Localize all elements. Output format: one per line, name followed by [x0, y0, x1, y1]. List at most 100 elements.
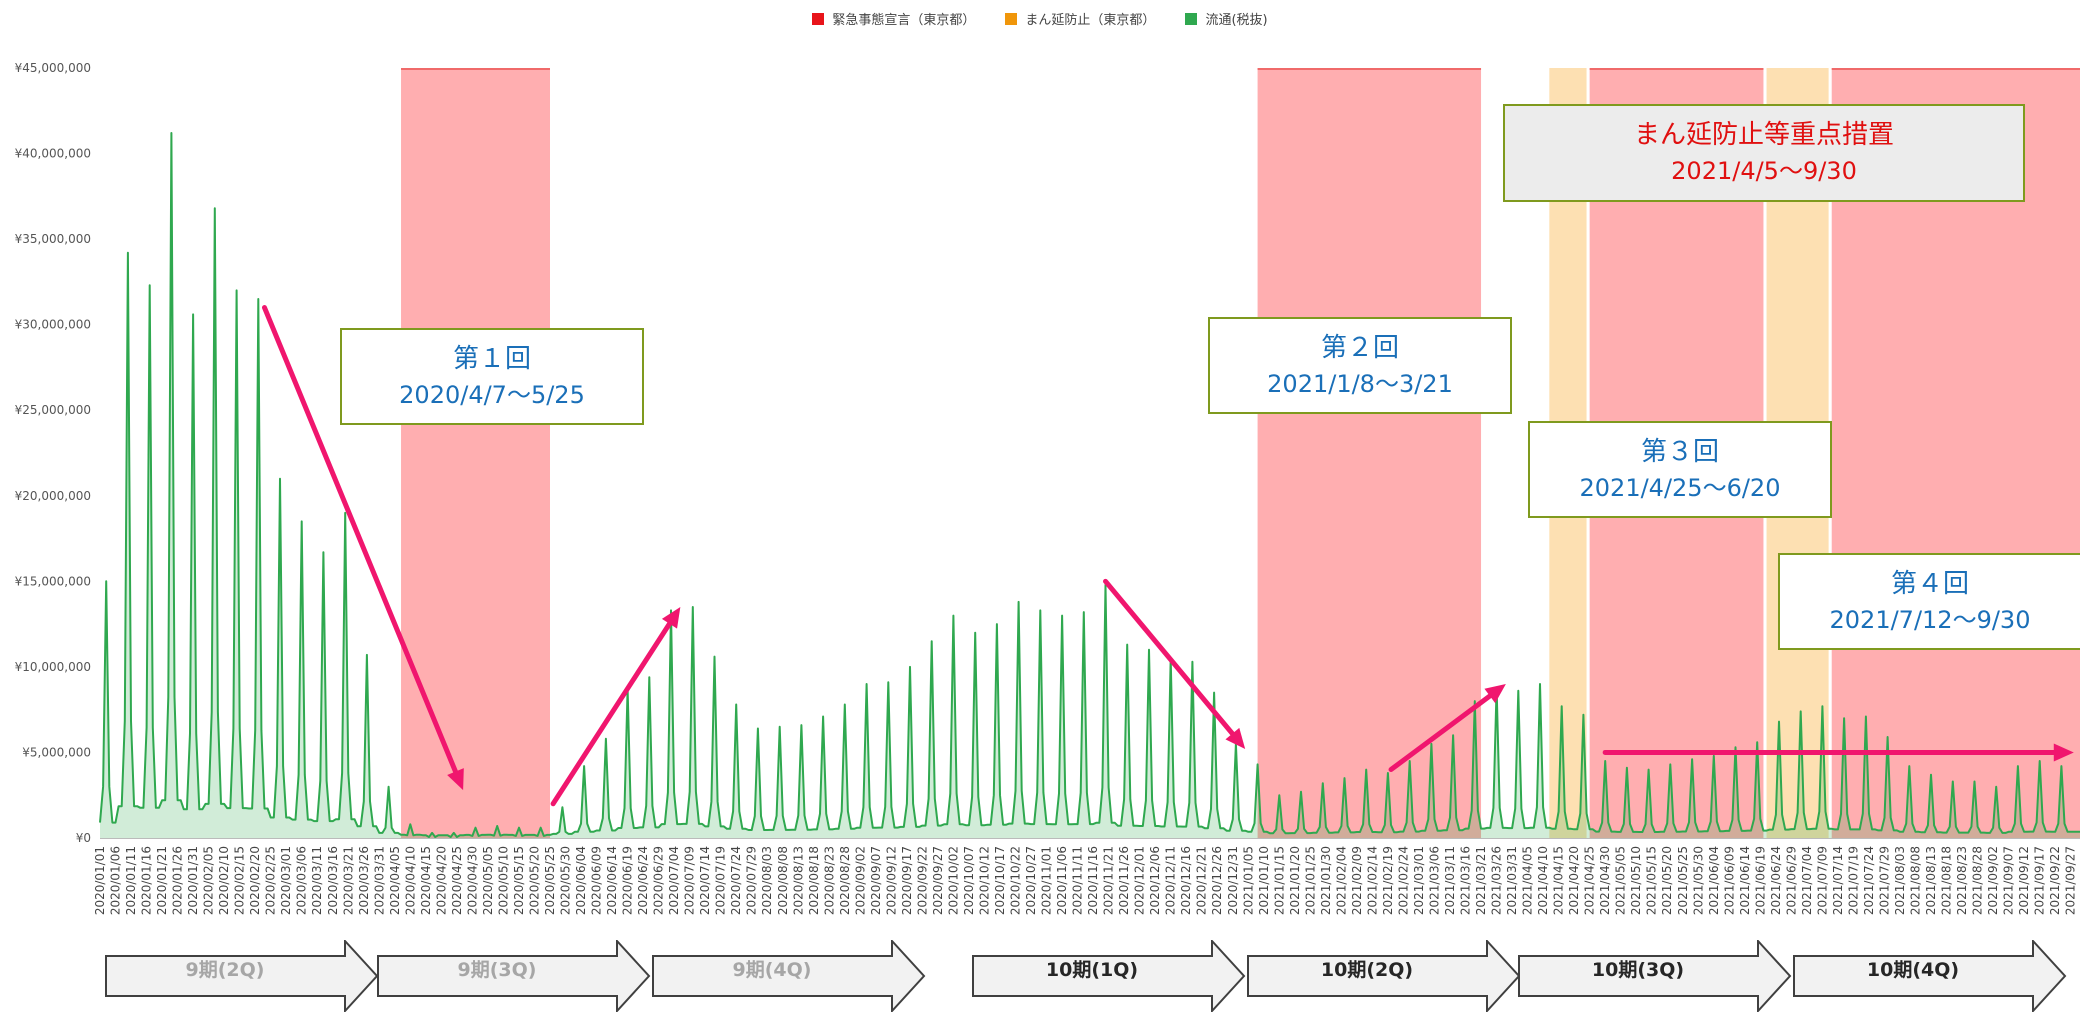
period-label: 9期(3Q)	[457, 959, 537, 981]
x-tick-label: 2021/05/20	[1660, 846, 1674, 915]
x-tick-label: 2021/01/05	[1241, 846, 1255, 915]
x-tick-label: 2020/10/07	[962, 846, 976, 915]
x-tick-label: 2020/10/27	[1024, 846, 1038, 915]
x-tick-label: 2021/09/22	[2048, 846, 2062, 915]
x-tick-label: 2020/06/29	[652, 846, 666, 915]
x-tick-label: 2021/09/07	[2002, 846, 2016, 915]
legend-label-quasi-emergency: まん延防止（東京都）	[1025, 13, 1156, 28]
x-tick-label: 2020/08/28	[838, 846, 852, 915]
x-tick-label: 2021/06/19	[1753, 846, 1767, 915]
x-tick-label: 2020/07/09	[683, 846, 697, 915]
annotation-dates: 2021/4/5～9/30	[1671, 157, 1857, 185]
annotation-dates: 2021/1/8～3/21	[1267, 369, 1453, 398]
trend-arrow-head	[2053, 743, 2074, 762]
x-tick-label: 2021/03/31	[1505, 846, 1519, 915]
x-tick-label: 2020/08/23	[822, 846, 836, 915]
x-tick-label: 2020/09/17	[900, 846, 914, 915]
x-tick-label: 2020/06/09	[590, 846, 604, 915]
x-tick-label: 2021/05/10	[1629, 846, 1643, 915]
trend-arrow-head	[661, 607, 681, 629]
x-tick-label: 2021/09/27	[2064, 846, 2078, 915]
x-tick-label: 2021/01/10	[1257, 846, 1271, 915]
legend-swatch-quasi-emergency	[1005, 12, 1018, 25]
x-tick-label: 2021/07/14	[1831, 846, 1845, 915]
x-tick-label: 2021/01/30	[1319, 846, 1333, 915]
x-tick-label: 2020/04/15	[419, 846, 433, 915]
x-tick-label: 2020/06/24	[636, 846, 650, 915]
x-tick-label: 2021/04/05	[1521, 846, 1535, 915]
annotation-box-round-1: 第１回 2020/4/7～5/25	[340, 328, 644, 425]
period-label: 10期(1Q)	[1045, 959, 1139, 981]
trend-arrow-line	[1388, 693, 1493, 773]
trend-arrow-head	[447, 768, 464, 791]
x-tick-label: 2021/07/19	[1846, 846, 1860, 915]
x-tick-label: 2020/09/07	[869, 846, 883, 915]
x-tick-label: 2020/01/01	[93, 846, 107, 915]
x-tick-label: 2021/01/25	[1303, 846, 1317, 915]
x-tick-label: 2020/04/30	[465, 846, 479, 915]
x-tick-label: 2021/09/12	[2017, 846, 2031, 915]
legend-item-emergency: 緊急事態宣言（東京都）	[812, 9, 975, 28]
shaded-period	[1257, 68, 1482, 838]
x-tick-label: 2021/03/06	[1428, 846, 1442, 915]
x-tick-label: 2020/09/27	[931, 846, 945, 915]
annotation-box-quasi-emergency: まん延防止等重点措置 2021/4/5～9/30	[1503, 104, 2025, 202]
x-tick-label: 2020/01/16	[140, 846, 154, 915]
annotation-title: 第４回	[1890, 568, 1969, 599]
y-tick-label: ¥20,000,000	[15, 489, 91, 503]
x-tick-label: 2020/04/05	[388, 846, 402, 915]
x-tick-label: 2020/10/22	[1009, 846, 1023, 915]
annotation-title: 第２回	[1320, 332, 1399, 363]
x-tick-label: 2021/08/28	[1971, 846, 1985, 915]
x-tick-label: 2020/11/06	[1055, 846, 1069, 915]
trend-arrows	[261, 305, 2074, 807]
legend-item-quasi-emergency: まん延防止（東京都）	[1005, 9, 1155, 28]
trend-arrow-line	[550, 621, 672, 807]
y-tick-label: ¥5,000,000	[22, 745, 91, 759]
annotation-box-round-4: 第４回 2021/7/12～9/30	[1778, 553, 2080, 650]
x-tick-label: 2021/09/02	[1986, 846, 2000, 915]
x-tick-label: 2021/07/09	[1815, 846, 1829, 915]
x-tick-label: 2020/11/11	[1071, 846, 1085, 915]
annotation-title: まん延防止等重点措置	[1633, 120, 1894, 150]
x-tick-label: 2021/04/15	[1552, 846, 1566, 915]
y-tick-label: ¥10,000,000	[15, 660, 91, 674]
period-arrow-10-4q: 10期(4Q)	[1793, 940, 2068, 1012]
sales-series	[99, 132, 2080, 838]
annotation-dates: 2021/4/25～6/20	[1579, 473, 1781, 502]
x-tick-label: 2020/05/10	[496, 846, 510, 915]
x-tick-label: 2021/08/23	[1955, 846, 1969, 915]
x-tick-label: 2021/09/17	[2033, 846, 2047, 915]
x-tick-label: 2021/05/05	[1614, 846, 1628, 915]
y-tick-label: ¥25,000,000	[15, 403, 91, 417]
y-axis: ¥0 ¥5,000,000 ¥10,000,000 ¥15,000,000 ¥20,00…	[15, 61, 91, 845]
x-tick-label: 2021/04/25	[1583, 846, 1597, 915]
legend-item-sales: 流通(税抜)	[1185, 9, 1268, 28]
x-tick-label: 2021/08/18	[1940, 846, 1954, 915]
x-tick-label: 2020/10/17	[993, 846, 1007, 915]
x-tick-label: 2020/07/04	[667, 846, 681, 915]
x-tick-label: 2021/06/09	[1722, 846, 1736, 915]
x-tick-label: 2020/05/20	[528, 846, 542, 915]
annotation-title: 第３回	[1640, 436, 1719, 467]
x-tick-label: 2021/01/15	[1272, 846, 1286, 915]
period-arrow-10-2q: 10期(2Q)	[1247, 940, 1522, 1012]
x-tick-label: 2020/01/21	[155, 846, 169, 915]
x-tick-label: 2020/03/26	[357, 846, 371, 915]
x-tick-label: 2020/06/19	[621, 846, 635, 915]
x-tick-label: 2021/08/03	[1893, 846, 1907, 915]
x-tick-label: 2020/04/25	[450, 846, 464, 915]
x-tick-label: 2020/04/10	[403, 846, 417, 915]
trend-arrow-head	[1225, 727, 1246, 750]
trend-arrow-head	[1484, 684, 1506, 704]
x-tick-label: 2020/08/13	[791, 846, 805, 915]
y-tick-label: ¥40,000,000	[15, 147, 91, 161]
trend-arrow-line	[1103, 578, 1235, 737]
period-arrow-10-1q: 10期(1Q)	[972, 940, 1247, 1012]
x-tick-label: 2020/02/25	[264, 846, 278, 915]
x-tick-label: 2021/03/26	[1490, 846, 1504, 915]
period-label: 9期(2Q)	[185, 959, 265, 981]
period-label: 10期(4Q)	[1866, 959, 1960, 981]
x-tick-label: 2021/06/14	[1738, 846, 1752, 915]
x-tick-label: 2020/03/06	[295, 846, 309, 915]
